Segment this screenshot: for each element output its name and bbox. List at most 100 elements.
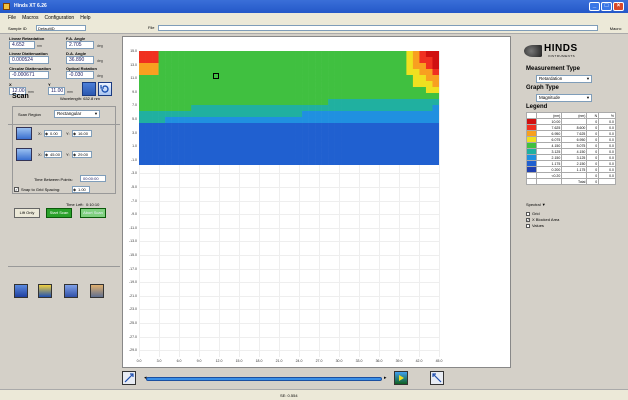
heatmap-cell [295,153,303,160]
heatmap-cell [334,111,342,118]
grid-line [139,323,439,324]
retardation-heatmap[interactable] [139,51,439,165]
heatmap-cell [184,153,192,160]
heatmap-cell [412,63,420,70]
heatmap-cell [256,63,264,70]
heatmap-cell [302,105,309,112]
menu-configuration[interactable]: Configuration [44,15,75,21]
graph-type-select[interactable]: Magnitude [536,94,592,102]
heatmap-cell [217,69,225,76]
heatmap-cell [341,147,348,154]
heatmap-cell [393,51,401,58]
print-icon[interactable] [90,284,104,298]
minimize-icon[interactable]: _ [589,2,600,11]
heatmap-cell [262,105,270,112]
heatmap-cell [354,75,362,82]
menu-macros[interactable]: Macros [22,15,39,21]
heatmap-cell [419,57,427,64]
y1-spinner[interactable]: 16.00 [72,130,92,137]
heatmap-cell [165,63,172,70]
heatmap-cell [262,87,270,94]
x2-spinner[interactable]: 45.00 [44,151,62,158]
optical-rotation-unit: deg [97,74,103,78]
heatmap-cell [256,141,264,148]
start-corner-button[interactable] [16,127,32,140]
file-path-input[interactable] [158,25,598,31]
heatmap-cell [425,63,433,70]
y1-label: Y: [66,131,70,136]
scan-region-select[interactable]: Rectangular [54,110,100,118]
heatmap-cell [308,93,316,100]
x-position-field[interactable]: 12.00 [9,87,26,95]
heatmap-cell [191,129,198,136]
zoom-fit-icon[interactable] [122,371,136,385]
heatmap-cell [289,63,296,70]
menu-file[interactable]: File [8,15,17,21]
heatmap-cell [289,147,296,154]
plot-scrollbar[interactable] [146,377,382,381]
open-icon[interactable] [14,284,28,298]
heatmap-cell [354,105,362,112]
heatmap-cell [295,159,303,165]
move-stage-button[interactable] [82,82,96,96]
y2-spinner[interactable]: 29.00 [72,151,92,158]
heatmap-cell [380,69,388,76]
heatmap-cell [406,147,414,154]
scroll-right-icon[interactable]: ▸ [384,375,387,381]
heatmap-cell [295,93,303,100]
refresh-icon[interactable] [98,82,112,96]
heatmap-cell [386,57,394,64]
grid-toggle[interactable]: Grid [526,211,540,216]
grid-spacing-spinner[interactable]: 1.00 [72,186,90,193]
legend-cell: 0 [586,178,600,185]
sample-id-input[interactable]: DefaultID [36,25,86,31]
heatmap-cell [289,141,296,148]
maximize-icon[interactable]: □ [601,2,612,11]
y-position-field[interactable]: 11.00 [48,87,65,95]
heatmap-cell [419,153,427,160]
logo-subtext: INSTRUMENTS [548,54,576,58]
scan-plot[interactable]: 15.0 13.0 11.0 9.0 7.0 5.0 3.0 1.0 -1.0 -3.0 -5.0 -… [122,36,511,368]
heatmap-cell [354,117,362,124]
heatmap-cell [302,153,309,160]
heatmap-cell [354,99,362,106]
legend-cell: Total [561,178,588,185]
grid-checkbox[interactable] [526,211,530,216]
x1-spinner[interactable]: 0.00 [44,130,62,137]
grid-line [259,51,260,357]
heatmap-cell [315,105,322,112]
heatmap-cell [197,75,205,82]
heatmap-cell [367,51,375,58]
heatmap-cell [230,75,238,82]
save-icon[interactable] [38,284,52,298]
heatmap-cell [393,135,401,142]
heatmap-cell [289,135,296,142]
heatmap-cell [275,129,283,136]
snap-to-grid-checkbox[interactable]: ✓ [14,187,19,192]
heatmap-cell [184,123,192,130]
heatmap-cell [275,87,283,94]
scroll-left-icon[interactable]: ◂ [144,375,147,381]
values-checkbox[interactable] [526,223,530,228]
close-icon[interactable]: × [613,2,624,11]
heatmap-cell [256,129,264,136]
play-icon[interactable] [394,371,408,385]
palette-select[interactable]: Spectral ▼ [526,202,546,207]
zoom-icon[interactable] [430,371,444,385]
lift-only-button[interactable]: Lift Only [14,208,40,218]
blocked-area-toggle[interactable]: ✓ X Blocked Area [526,217,559,222]
export-icon[interactable] [64,284,78,298]
time-between-field[interactable]: 00:00:00 [80,175,106,182]
heatmap-cell [315,147,322,154]
end-corner-button[interactable] [16,148,32,161]
heatmap-cell [295,51,303,58]
heatmap-cell [243,135,251,142]
measurement-type-select[interactable]: Retardation [536,75,592,83]
heatmap-cell [275,99,283,106]
start-scan-button[interactable]: Start Scan [46,208,72,218]
heatmap-cell [158,111,166,118]
blocked-area-checkbox[interactable]: ✓ [526,217,530,222]
values-toggle[interactable]: Values [526,223,544,228]
abort-scan-button[interactable]: Abort Scan [80,208,106,218]
menu-help[interactable]: Help [80,15,91,21]
